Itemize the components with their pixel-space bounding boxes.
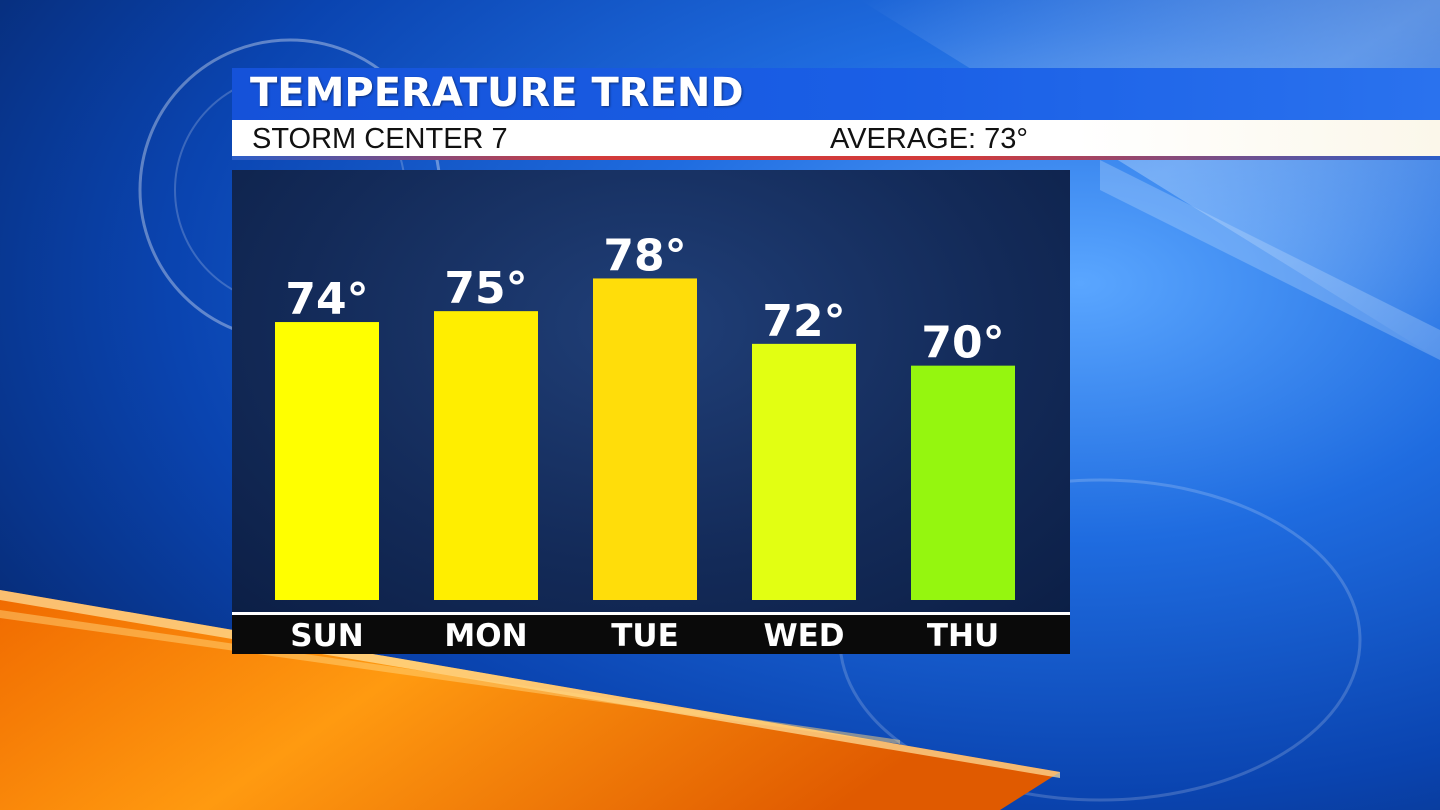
bar-sun <box>275 322 379 600</box>
day-label-strip <box>232 612 1070 654</box>
bar-wed <box>752 343 856 600</box>
value-label-wed: 72° <box>762 296 845 347</box>
value-label-thu: 70° <box>921 318 1004 369</box>
chart-title: TEMPERATURE TREND <box>250 70 744 116</box>
subtitle-bar: STORM CENTER 7 AVERAGE: 73° <box>232 120 1440 156</box>
category-label-sun: SUN <box>290 618 363 654</box>
average-temperature: AVERAGE: 73° <box>830 123 1029 155</box>
title-bar: TEMPERATURE TREND <box>232 68 1440 120</box>
temperature-bar-chart: 74° SUN 75° MON 78° TUE 72° WED 70° THU <box>275 230 1015 654</box>
bar-tue <box>593 278 697 600</box>
bar-thu <box>911 365 1015 600</box>
value-label-tue: 78° <box>603 230 686 281</box>
bar-mon <box>434 311 538 600</box>
value-label-mon: 75° <box>444 263 527 314</box>
category-label-mon: MON <box>444 618 527 654</box>
category-label-wed: WED <box>763 618 844 654</box>
station-name: STORM CENTER 7 <box>252 123 508 155</box>
value-label-sun: 74° <box>285 274 368 325</box>
subtitle-accent-line <box>232 156 1440 160</box>
category-label-tue: TUE <box>611 618 679 654</box>
category-label-thu: THU <box>927 618 999 654</box>
